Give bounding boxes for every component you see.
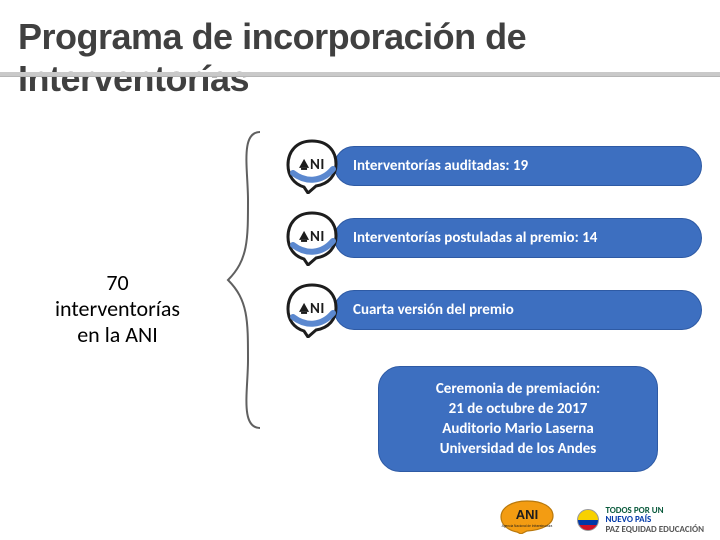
info-pill: Interventorías auditadas: 19: [334, 146, 702, 186]
info-row: NI Interventorías postuladas al premio: …: [282, 210, 702, 266]
ani-badge-icon: NI: [282, 282, 342, 338]
ceremony-line: Universidad de los Andes: [379, 439, 657, 459]
page-title: Programa de incorporación de Interventor…: [18, 16, 720, 100]
ceremony-line: 21 de octubre de 2017: [379, 399, 657, 419]
ani-badge-text: NI: [310, 156, 325, 174]
info-pill: Cuarta versión del premio: [334, 290, 702, 330]
gov-logo: TODOS POR UN NUEVO PAÍS PAZ EQUIDAD EDUC…: [577, 506, 704, 534]
gov-line-3: PAZ EQUIDAD EDUCACIÓN: [605, 525, 704, 534]
ani-badge-text: NI: [310, 228, 325, 246]
ceremony-line: Auditorio Mario Laserna: [379, 419, 657, 439]
info-pill-text: Interventorías postuladas al premio: 14: [353, 229, 597, 247]
ani-badge-icon: NI: [282, 210, 342, 266]
left-summary-line: 70: [20, 270, 215, 296]
info-pill: Interventorías postuladas al premio: 14: [334, 218, 702, 258]
info-row: NI Interventorías auditadas: 19: [282, 138, 702, 194]
info-pill-text: Cuarta versión del premio: [353, 301, 514, 319]
ani-footer-logo: ANI Agencia Nacional de Infraestructura: [491, 500, 563, 534]
left-summary-line: en la ANI: [20, 322, 215, 348]
ceremony-line: Ceremonia de premiación:: [379, 379, 657, 399]
ceremony-box: Ceremonia de premiación: 21 de octubre d…: [378, 366, 658, 472]
info-pill-text: Interventorías auditadas: 19: [353, 157, 528, 175]
ani-footer-logo-text: ANI: [516, 507, 538, 522]
ani-badge-text: NI: [310, 300, 325, 318]
info-row: NI Cuarta versión del premio: [282, 282, 702, 338]
colombia-flag-icon: [577, 509, 599, 531]
title-divider: [0, 72, 720, 76]
footer: ANI Agencia Nacional de Infraestructura …: [491, 500, 704, 534]
left-summary-label: 70 interventorías en la ANI: [20, 270, 215, 348]
svg-text:Agencia Nacional de Infraestru: Agencia Nacional de Infraestructura: [502, 524, 553, 528]
ani-badge-icon: NI: [282, 138, 342, 194]
left-summary-line: interventorías: [20, 296, 215, 322]
curly-bracket: [220, 130, 268, 430]
